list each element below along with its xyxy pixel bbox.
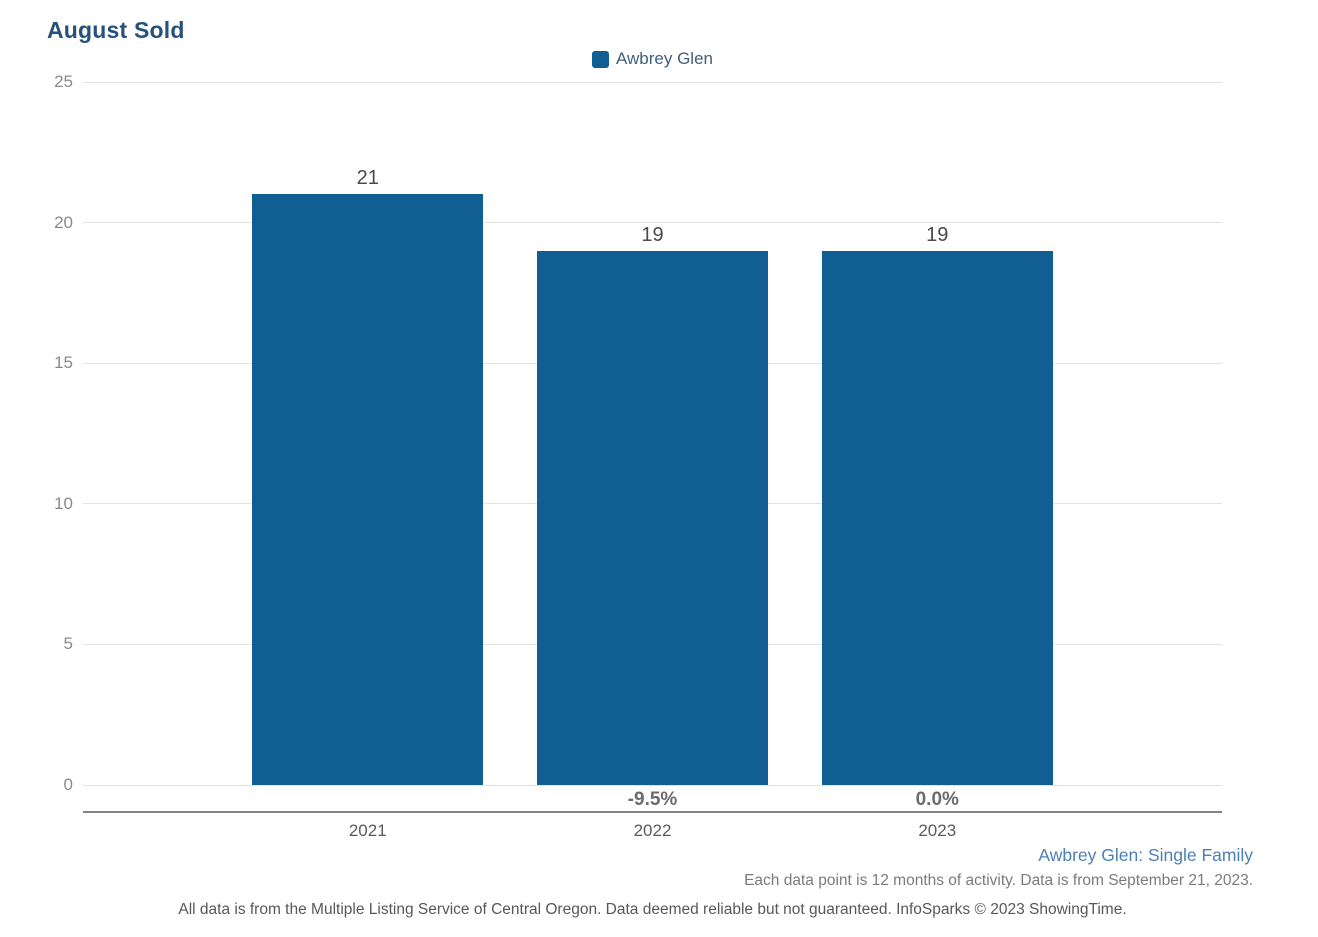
bar-2023[interactable] [821, 250, 1053, 785]
bar-change-label: -9.5% [627, 789, 678, 810]
legend-swatch-icon [591, 50, 609, 68]
y-axis-label: 5 [63, 634, 73, 654]
bar-value-label: 19 [641, 223, 664, 246]
bar-2021[interactable] [252, 194, 484, 785]
y-axis-label: 10 [54, 493, 73, 513]
bar-2022[interactable] [537, 250, 768, 785]
y-axis-label: 25 [54, 72, 73, 91]
x-axis-label: 2023 [918, 821, 957, 840]
bar-value-label: 21 [356, 167, 379, 190]
legend-label: Awbrey Glen [615, 49, 713, 68]
y-axis-label: 20 [54, 212, 73, 232]
series-filter-link[interactable]: Awbrey Glen: Single Family [1038, 845, 1253, 865]
gridline [83, 222, 1222, 224]
bar-change-label: 0.0% [915, 789, 959, 810]
x-axis-label: 2022 [633, 821, 672, 840]
bar-value-label: 19 [926, 223, 949, 246]
below-axis-labels: 2021 -9.5% 2022 0.0% 2023 [83, 785, 1222, 845]
disclaimer: All data is from the Multiple Listing Se… [178, 901, 1127, 918]
x-axis-line [83, 811, 1222, 813]
legend-item[interactable]: Awbrey Glen [83, 49, 1222, 69]
gridline [83, 784, 1222, 786]
x-axis-label: 2021 [348, 821, 387, 840]
y-axis-label: 0 [63, 775, 73, 794]
data-note: Each data point is 12 months of activity… [744, 872, 1253, 889]
chart-title: August Sold [47, 17, 185, 43]
y-axis-label: 15 [54, 353, 73, 373]
gridline [83, 81, 1222, 83]
plot-area: 0 5 10 15 20 25 21 19 19 [54, 72, 1222, 794]
